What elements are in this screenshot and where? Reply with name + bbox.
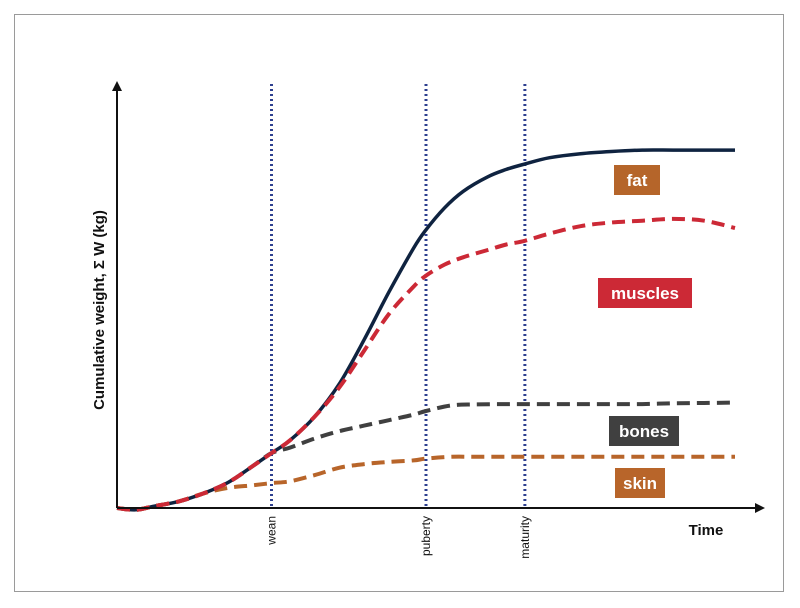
marker-lines [270,84,527,508]
series-label-box-skin [615,468,665,498]
y-axis-title: Cumulative weight, Σ W (kg) [91,210,108,410]
series-label-text-skin: skin [623,474,657,493]
series-label-skin: skin [615,468,665,498]
series-label-text-muscles: muscles [611,284,679,303]
marker-label-puberty: puberty [419,516,433,556]
series-label-text-bones: bones [619,422,669,441]
series-label-box-bones [609,416,679,446]
marker-label-wean: wean [265,516,279,546]
series-label-fat: fat [614,165,660,195]
series-line-fat [116,148,735,512]
series-label-box-fat [614,165,660,195]
marker-labels: wean puberty maturity [265,516,532,559]
series-label-box-muscles [598,278,692,308]
x-axis-title: Time [689,522,724,539]
series-labels: fat muscles bones skin [598,165,692,498]
series-label-bones: bones [609,416,679,446]
series-line-muscles [116,216,736,512]
series-label-muscles: muscles [598,278,692,308]
series-lines [116,148,736,512]
series-label-text-fat: fat [627,171,648,190]
marker-label-maturity: maturity [518,516,532,559]
